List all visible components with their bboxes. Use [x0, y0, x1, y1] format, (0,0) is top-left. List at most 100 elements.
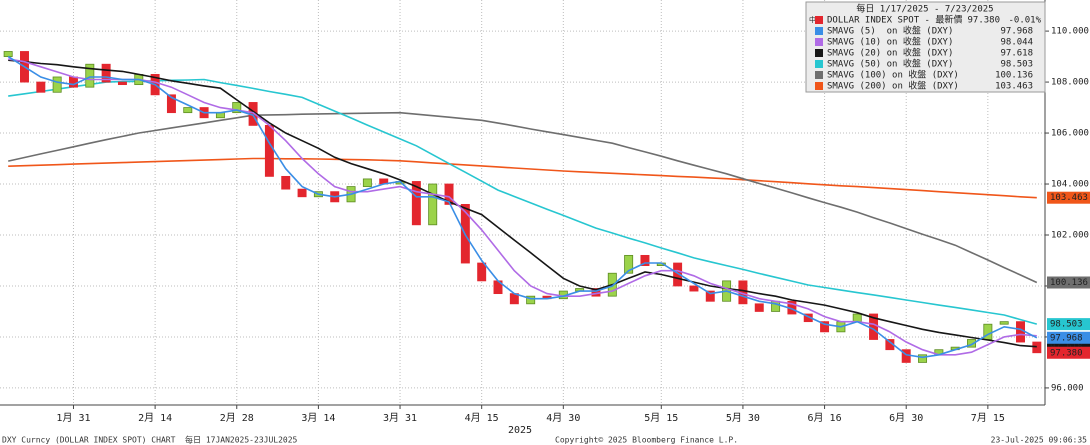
sma-line [8, 111, 1038, 284]
legend-change: -0.01% [1008, 16, 1041, 26]
candle [362, 178, 372, 187]
x-tick-label: 4月 30 [546, 412, 580, 424]
candle [820, 321, 830, 333]
footer-left: DXY Curncy (DOLLAR INDEX SPOT) CHART 每日 … [2, 435, 298, 445]
value-tag [1047, 318, 1090, 331]
plot [3, 51, 1042, 363]
legend-box [805, 1, 1046, 93]
legend-label: SMAVG (100) on 收盤 (DXY) [827, 69, 959, 81]
legend: 每日 1/17/2025 - 7/23/2025 中 DOLLAR INDEX … [805, 1, 1046, 93]
x-tick-label: 2月 14 [138, 412, 172, 424]
legend-label: DOLLAR INDEX SPOT - 最新價 [827, 14, 962, 26]
legend-swatch [815, 27, 823, 35]
candle [3, 51, 13, 57]
candle [624, 254, 634, 274]
candle [526, 295, 536, 305]
x-axis-label: 2025 [508, 425, 532, 436]
legend-tag: 中 [809, 15, 816, 24]
x-tick-label: 6月 16 [808, 412, 842, 424]
candle [101, 63, 111, 83]
sma-line [7, 55, 1038, 359]
legend-title: 每日 1/17/2025 - 7/23/2025 [856, 3, 993, 15]
value-tag-label: 103.463 [1050, 193, 1088, 203]
value-tag [1047, 346, 1090, 359]
legend-value: 103.463 [995, 82, 1033, 92]
legend-value: 97.618 [1000, 49, 1033, 59]
legend-swatch [815, 16, 823, 24]
legend-value: 98.503 [1000, 60, 1033, 70]
legend-swatch [815, 49, 823, 57]
sma-line [8, 59, 1037, 348]
sma-line [8, 157, 1037, 199]
legend-swatch [815, 38, 823, 46]
candle [999, 321, 1009, 325]
y-tick-label: 104.000 [1051, 180, 1089, 190]
candle [673, 262, 683, 287]
candle [183, 107, 193, 114]
legend-label: SMAVG (200) on 收盤 (DXY) [827, 80, 959, 92]
y-tick-label: 106.000 [1051, 129, 1089, 139]
candle [1032, 341, 1042, 354]
candle [754, 303, 764, 312]
candle [705, 290, 715, 302]
legend-value: 97.968 [1000, 27, 1033, 37]
candle [297, 188, 307, 198]
candle [52, 76, 62, 93]
candle [444, 183, 454, 205]
x-tick-label: 7月 15 [971, 412, 1005, 424]
value-tag [1047, 276, 1090, 289]
candle [1016, 321, 1025, 343]
legend-label: SMAVG (5) on 收盤 (DXY) [827, 25, 953, 37]
candle [68, 76, 78, 88]
legend-value: 98.044 [1000, 38, 1033, 48]
legend-swatch [815, 82, 823, 90]
legend-label: SMAVG (10) on 收盤 (DXY) [827, 36, 953, 48]
x-tick-label: 3月 14 [301, 412, 335, 424]
candle [477, 262, 487, 282]
x-tick-label: 3月 31 [383, 412, 417, 424]
candle [967, 339, 977, 348]
x-tick-label: 5月 15 [644, 412, 678, 424]
sma-line [8, 58, 1037, 356]
candle [166, 94, 176, 114]
x-tick-label: 2月 28 [220, 412, 254, 424]
x-tick-label: 6月 30 [889, 412, 923, 424]
y-tick-label: 108.000 [1051, 78, 1089, 88]
y-tick-label: 102.000 [1051, 230, 1089, 240]
sma-line [8, 78, 1038, 325]
legend-value: 97.380 [967, 16, 1000, 26]
footer-right: 23-Jul-2025 09:06:35 [991, 436, 1088, 445]
y-tick-label: 110.000 [1051, 27, 1089, 37]
candle [281, 175, 291, 190]
candle [117, 81, 127, 86]
candle [918, 354, 928, 363]
y-tick-label: 96.000 [1051, 383, 1084, 393]
legend-label: SMAVG (20) on 收盤 (DXY) [827, 47, 953, 59]
legend-swatch [815, 60, 823, 68]
candle [428, 183, 438, 226]
value-tag-label: 97.380 [1050, 348, 1083, 358]
candle [689, 285, 699, 292]
value-tag [1047, 191, 1090, 204]
footer-center: Copyright© 2025 Bloomberg Finance L.P. [555, 436, 738, 445]
candle [640, 254, 650, 266]
x-tick-label: 5月 30 [726, 412, 760, 424]
value-tag-label: 97.968 [1050, 333, 1083, 343]
candle [852, 313, 862, 323]
value-tag-label: 100.136 [1050, 278, 1088, 288]
candle [232, 102, 242, 114]
legend-value: 100.136 [995, 71, 1033, 81]
candle [36, 81, 46, 93]
legend-swatch [815, 71, 823, 79]
x-tick-label: 4月 15 [465, 412, 499, 424]
candle [85, 63, 95, 88]
legend-label: SMAVG (50) on 收盤 (DXY) [827, 58, 953, 70]
candle [264, 124, 274, 177]
value-tag [1047, 331, 1090, 344]
x-tick-label: 1月 31 [56, 412, 90, 424]
candle [411, 181, 421, 226]
candle [983, 323, 993, 340]
value-tag-label: 98.503 [1050, 320, 1083, 330]
